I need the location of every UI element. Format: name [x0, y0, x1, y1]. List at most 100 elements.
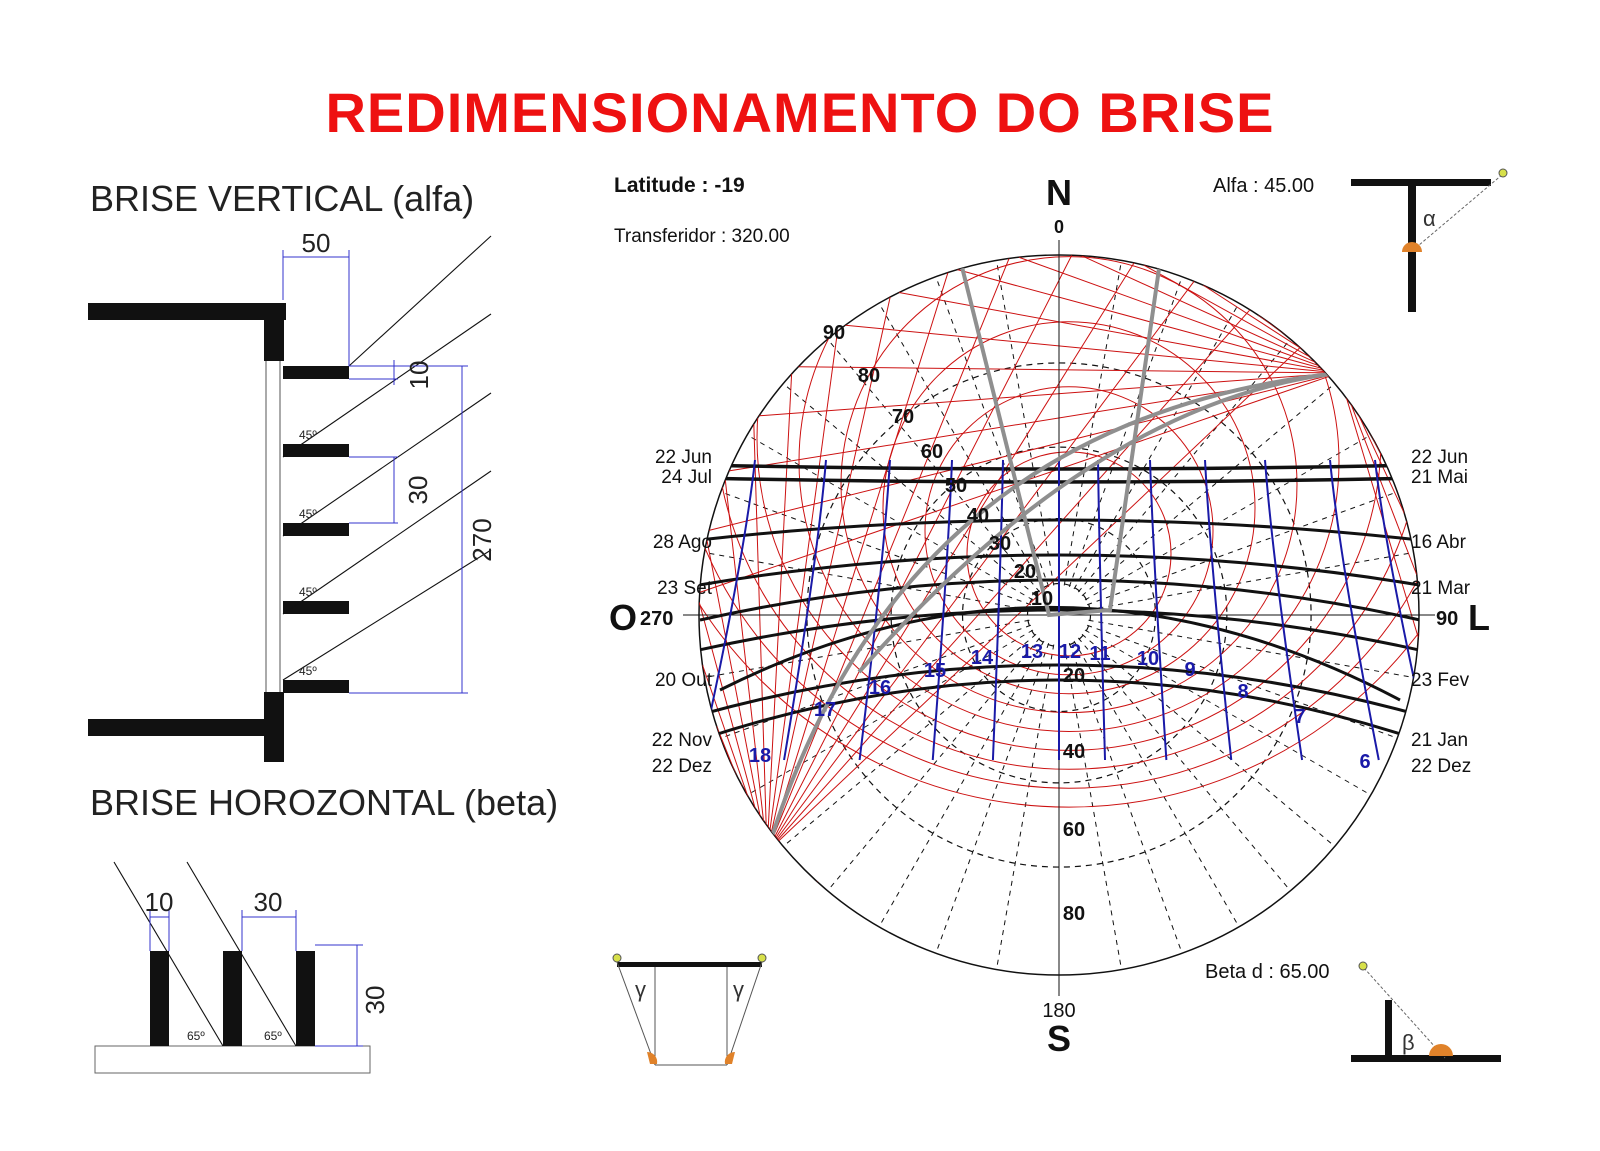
date-label-right: 23 Fev	[1411, 670, 1470, 691]
date-label-left: 22 Jun	[655, 447, 712, 468]
vertical-brise-slats	[283, 366, 349, 693]
dim-depth-label: 50	[302, 228, 331, 258]
mask-ray	[766, 258, 1010, 853]
mask-ray	[766, 280, 1195, 853]
azimuth-ray	[704, 551, 1030, 611]
mask-line	[857, 371, 1340, 674]
mask-ray	[706, 539, 768, 853]
dim-thickness-label: 10	[145, 887, 174, 917]
protractor-label: 50	[945, 475, 967, 497]
mask-arc	[699, 255, 1419, 808]
azimuth-ray	[746, 434, 1034, 601]
azimuth-ray	[827, 338, 1041, 593]
azimuth-ray	[1068, 643, 1183, 954]
gamma-angle-icon: γ γ	[612, 953, 767, 1066]
azimuth-ray	[1087, 491, 1398, 606]
mask-lines	[765, 255, 1340, 853]
date-label-left: 24 Jul	[661, 467, 712, 488]
dimension-lines	[282, 250, 468, 694]
hour-label: 12	[1059, 641, 1081, 663]
azimuth-ray	[1063, 644, 1123, 970]
hour-label: 14	[971, 647, 994, 669]
dim-gap-label: 10	[404, 361, 434, 390]
east-letter: L	[1468, 597, 1490, 638]
mask-ray	[766, 373, 793, 853]
mask-arc	[798, 255, 1340, 732]
mask-arc	[840, 256, 1298, 714]
angle-label-h2: 65º	[264, 1029, 282, 1043]
azimuth-ray	[704, 619, 1030, 679]
date-label-right: 22 Jun	[1411, 447, 1468, 468]
west-degree: 270	[640, 608, 673, 630]
protractor-label: 10	[1031, 588, 1053, 610]
dim-height-label: 30	[360, 986, 390, 1015]
azimuth-ray	[1073, 302, 1240, 590]
alpha-symbol: α	[1423, 206, 1436, 231]
horizontal-brise-fins	[150, 951, 315, 1046]
mask-ray	[766, 272, 949, 853]
date-label-left: 22 Dez	[652, 756, 712, 777]
beta-symbol: β	[1402, 1030, 1415, 1055]
azimuth-ray	[1081, 633, 1336, 847]
mask-ray	[766, 331, 839, 853]
north-degree: 0	[1054, 217, 1064, 237]
gamma-symbol-right: γ	[733, 977, 744, 1002]
hour-label: 18	[749, 745, 771, 767]
dim-spacing-label-h: 30	[254, 887, 283, 917]
mask-ray	[766, 347, 1301, 853]
protractor-label: 20	[1014, 561, 1036, 583]
date-label-right: 16 Abr	[1411, 532, 1467, 553]
hour-line	[783, 459, 827, 761]
angle-label-3: 45º	[299, 585, 317, 599]
protractor-label: 30	[989, 533, 1011, 555]
mask-arc	[882, 321, 1256, 695]
vertical-brise-section: 50 10 30 270 45º 45º 45º 45º	[88, 228, 497, 762]
mask-ray	[1338, 372, 1419, 638]
sun-ray-lines	[282, 235, 492, 681]
angle-label-1: 45º	[299, 428, 317, 442]
angle-label-2: 45º	[299, 507, 317, 521]
date-label-right: 21 Mai	[1411, 467, 1468, 488]
altitude-label: 60	[1063, 819, 1085, 841]
date-label-left: 28 Ago	[653, 532, 712, 553]
hour-line	[1204, 459, 1233, 761]
mask-line	[765, 371, 1340, 853]
hour-label: 16	[869, 677, 891, 699]
west-letter: O	[609, 597, 637, 638]
azimuth-ray	[878, 302, 1045, 590]
hour-label: 9	[1184, 659, 1195, 681]
south-degree: 180	[1042, 1000, 1075, 1022]
azimuth-ray	[995, 644, 1055, 970]
sun-ray-lines-horizontal	[113, 861, 297, 1047]
mask-arc	[924, 386, 1214, 676]
date-label-left: 22 Nov	[652, 730, 713, 751]
altitude-label: 80	[1063, 903, 1085, 925]
hour-label: 15	[924, 660, 946, 682]
mask-ray	[845, 324, 1340, 374]
altitude-label: 20	[1063, 665, 1085, 687]
hour-line	[1149, 459, 1168, 761]
protractor-label: 90	[823, 322, 845, 344]
horizontal-brise-section: 10 30 30 65º 65º	[94, 861, 390, 1074]
mask-ray	[766, 296, 891, 853]
hour-line	[858, 459, 891, 761]
wall-structure	[88, 303, 286, 762]
azimuth-ray	[1088, 551, 1414, 611]
hour-label: 7	[1294, 706, 1305, 728]
mask-ray	[1081, 255, 1340, 374]
mask-ray	[957, 269, 1340, 374]
azimuth-ray	[782, 633, 1037, 847]
hour-label: 6	[1359, 751, 1370, 773]
hour-label: 13	[1021, 641, 1043, 663]
hour-line	[1329, 459, 1380, 761]
hour-label: 17	[814, 699, 836, 721]
azimuth-ray	[1084, 434, 1372, 601]
dimension-lines-horizontal	[149, 910, 363, 1047]
gamma-symbol-left: γ	[635, 977, 646, 1002]
mask-ray	[1338, 372, 1418, 576]
protractor-label: 40	[967, 505, 989, 527]
azimuth-ray	[935, 643, 1050, 954]
azimuth-ray	[720, 491, 1031, 606]
